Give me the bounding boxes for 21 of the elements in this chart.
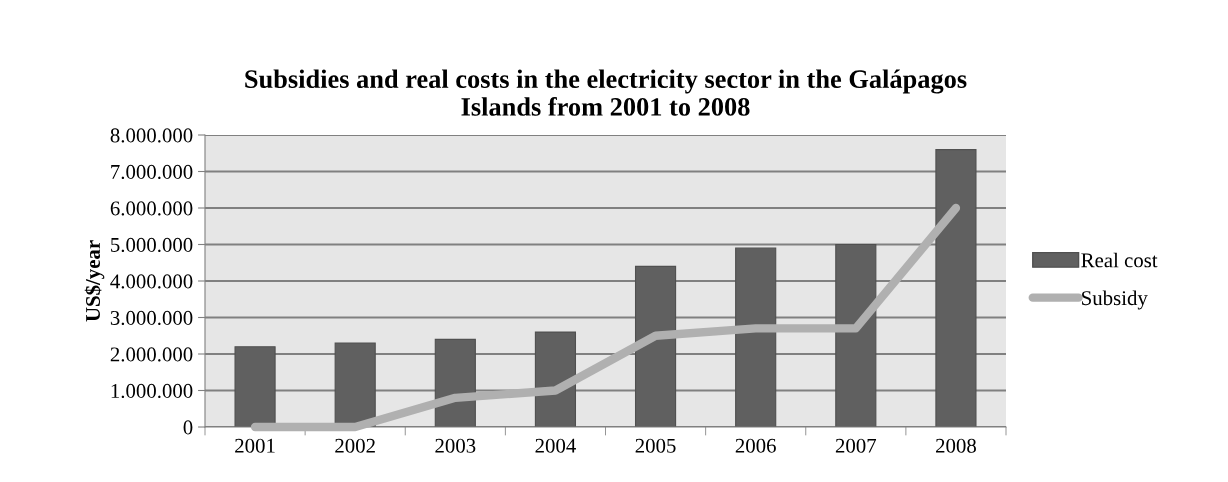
y-axis-title: US$/year — [84, 240, 105, 322]
y-tick-label: 0 — [183, 420, 193, 435]
x-tick-label: 2003 — [435, 438, 476, 453]
legend-label: Subsidy — [1082, 290, 1148, 310]
y-tick-label: 5.000.000 — [111, 237, 193, 253]
x-tick-label: 2006 — [735, 438, 776, 453]
x-tick-label: 2008 — [936, 438, 976, 453]
legend-label: Real cost — [1081, 252, 1158, 268]
x-tick-label: 2005 — [635, 438, 676, 453]
y-tick-label: 7.000.000 — [111, 164, 193, 180]
chart-title: Subsidies and real costs in the electricity sector in the Galápagos Islands from 2001 to 2008 — [245, 69, 967, 116]
y-tick-label: 3.000.000 — [110, 310, 193, 326]
y-tick-label: 8.000.000 — [110, 128, 193, 143]
x-tick-label: 2004 — [535, 438, 576, 453]
y-tick-label: 4.000.000 — [110, 274, 193, 289]
y-tick-label: 1.000.000 — [111, 383, 193, 399]
x-tick-label: 2007 — [835, 438, 877, 453]
y-tick-label: 2.000.000 — [110, 347, 193, 362]
x-tick-label: 2002 — [335, 438, 375, 453]
x-tick-label: 2001 — [235, 438, 275, 453]
y-tick-label: 6.000.000 — [110, 201, 193, 216]
